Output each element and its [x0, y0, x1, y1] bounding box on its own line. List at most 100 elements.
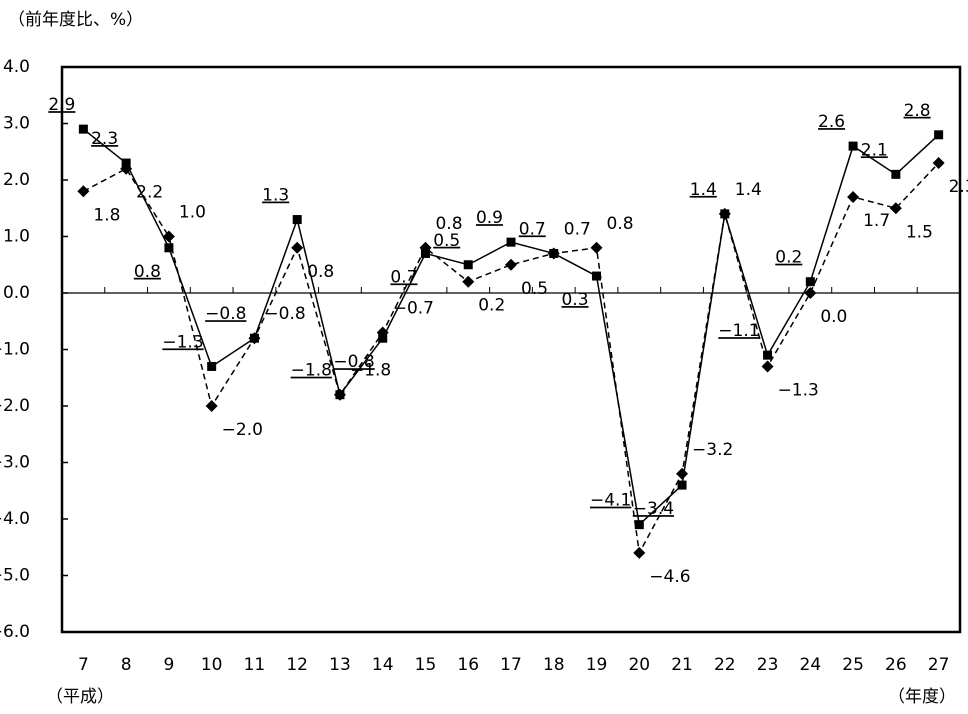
data-label: 1.0: [179, 203, 206, 223]
data-label: 0.5: [433, 231, 460, 251]
marker: [291, 241, 304, 254]
y-tick-label: −3.0: [0, 453, 30, 473]
series-line: [82, 128, 940, 527]
y-tick-label: −1.0: [0, 340, 30, 360]
data-label: 2.3: [91, 129, 118, 149]
marker: [718, 207, 731, 220]
x-tick-label: 7: [78, 655, 89, 675]
data-label: 0.8: [435, 214, 462, 234]
marker: [848, 141, 858, 151]
x-tick-label: 11: [244, 655, 266, 675]
data-label: −0.7: [393, 299, 434, 319]
marker: [419, 241, 432, 254]
x-tick-label: 22: [714, 655, 736, 675]
data-label: −0.8: [333, 352, 374, 372]
data-label: −4.6: [649, 567, 690, 587]
marker: [78, 124, 88, 134]
marker: [676, 467, 689, 480]
marker: [934, 130, 944, 140]
data-label: −1.3: [162, 332, 203, 352]
data-label: 1.4: [690, 180, 717, 200]
marker: [120, 162, 133, 175]
marker: [205, 400, 218, 412]
data-label: 1.8: [93, 205, 120, 225]
marker: [462, 275, 475, 288]
data-label: 2.1: [861, 140, 888, 160]
marker: [162, 230, 175, 243]
x-tick-label: 27: [928, 655, 950, 675]
x-tick-label: 25: [842, 655, 864, 675]
marker: [506, 237, 516, 247]
data-label: −1.8: [350, 361, 391, 381]
x-tick-label: 13: [329, 655, 351, 675]
data-label: −3.2: [692, 440, 733, 460]
x-tick-label: 20: [628, 655, 650, 675]
data-label: 0.0: [820, 307, 847, 327]
data-label: 1.7: [863, 211, 890, 231]
y-tick-label: −5.0: [0, 566, 30, 586]
marker: [889, 202, 902, 215]
x-axis-note: （平成）: [46, 687, 114, 707]
plot-frame: [60, 65, 962, 634]
marker: [761, 360, 774, 373]
x-tick-label: 8: [121, 655, 132, 675]
data-label: −4.1: [590, 491, 631, 511]
data-label: 2.2: [136, 183, 163, 203]
data-label: −0.8: [205, 304, 246, 324]
y-tick-label: 1.0: [3, 227, 30, 247]
x-tick-label: 14: [372, 655, 394, 675]
x-tick-label: 9: [163, 655, 174, 675]
series-line: [83, 162, 940, 556]
marker: [932, 157, 945, 170]
x-tick-label: 23: [757, 655, 779, 675]
x-tick-label: 15: [415, 655, 437, 675]
marker: [292, 215, 302, 225]
data-label: 0.7: [519, 219, 546, 239]
x-tick-label: 18: [543, 655, 565, 675]
x-tick-label: 10: [201, 655, 223, 675]
x-tick-label: 16: [457, 655, 479, 675]
data-label: −3.4: [633, 499, 674, 519]
data-label: −0.8: [264, 304, 305, 324]
marker: [547, 247, 560, 260]
x-tick-label: 12: [286, 655, 308, 675]
x-tick-label: 19: [586, 655, 608, 675]
marker: [804, 287, 817, 299]
data-label: 2.9: [48, 95, 75, 115]
marker: [633, 546, 646, 559]
x-tick-label: 26: [885, 655, 907, 675]
y-tick-label: −4.0: [0, 509, 30, 529]
data-label: 1.5: [906, 222, 933, 242]
data-label: 0.7: [564, 219, 591, 239]
data-label: 0.8: [134, 262, 161, 282]
data-label: 1.3: [262, 186, 289, 206]
y-tick-label: −6.0: [0, 622, 30, 642]
data-label: 0.9: [476, 208, 503, 228]
chart-title: （前年度比、%）: [8, 10, 143, 30]
marker: [891, 169, 901, 179]
data-label: −2.0: [222, 420, 263, 440]
y-tick-label: 2.0: [3, 170, 30, 190]
data-label: −1.8: [291, 361, 332, 381]
marker: [505, 258, 517, 271]
data-label: 0.8: [607, 214, 634, 234]
data-label: 0.8: [307, 262, 334, 282]
data-label: 0.2: [478, 296, 505, 316]
data-label: −1.3: [778, 380, 819, 400]
marker: [463, 260, 473, 270]
data-label: 2.3: [949, 177, 968, 197]
marker: [248, 332, 261, 345]
x-axis-note: （年度）: [888, 687, 956, 707]
x-tick-label: 24: [800, 655, 822, 675]
marker: [376, 326, 389, 339]
data-label: −1.1: [718, 321, 759, 341]
marker: [763, 350, 773, 360]
marker: [207, 361, 217, 371]
x-tick-label: 21: [671, 655, 693, 675]
data-label: 0.3: [561, 290, 588, 310]
data-label: 2.6: [818, 112, 845, 132]
marker: [634, 520, 644, 530]
y-tick-label: 4.0: [3, 57, 30, 77]
data-label: 1.4: [735, 180, 762, 200]
